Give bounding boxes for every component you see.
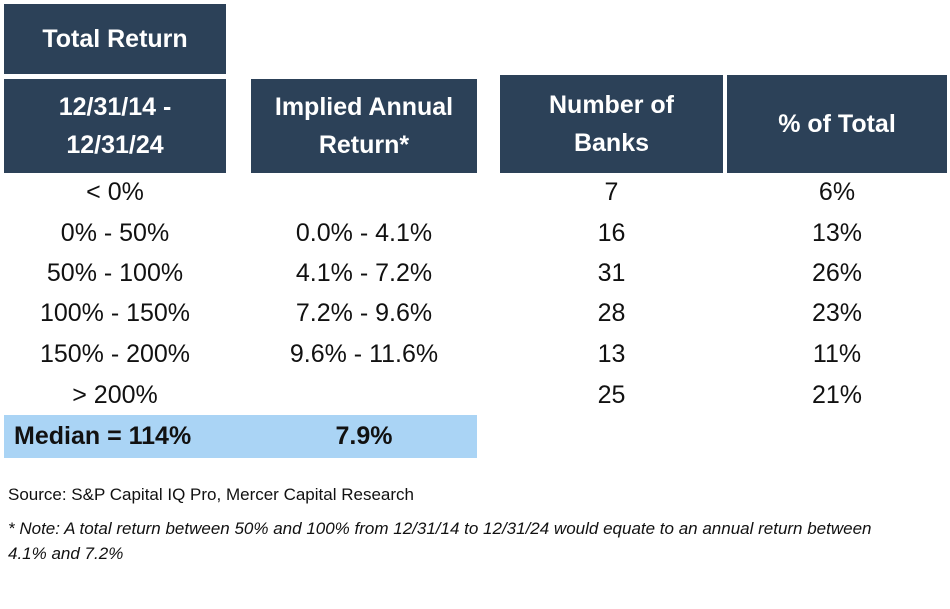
table-title-header: Total Return xyxy=(4,4,226,74)
column-header-implied-annual-return: Implied Annual Return* xyxy=(251,79,477,173)
median-annual-return: 7.9% xyxy=(335,422,393,450)
median-row-highlight xyxy=(4,415,477,458)
return-range-cell: > 200% xyxy=(72,381,158,409)
table-row: < 0% 7 6% xyxy=(0,172,950,212)
percent-of-total-cell: 13% xyxy=(811,219,863,247)
source-note: Source: S&P Capital IQ Pro, Mercer Capit… xyxy=(8,485,414,504)
implied-annual-return-cell: 7.2% - 9.6% xyxy=(295,299,433,327)
table-row: 50% - 100% 4.1% - 7.2% 31 26% xyxy=(0,253,950,293)
number-of-banks-cell: 7 xyxy=(604,178,619,206)
implied-annual-return-cell: 0.0% - 4.1% xyxy=(295,219,433,247)
return-range-cell: 150% - 200% xyxy=(39,340,191,368)
return-range-cell: < 0% xyxy=(86,178,144,206)
implied-annual-return-cell xyxy=(251,172,477,212)
column-header-period: 12/31/14 - 12/31/24 xyxy=(4,79,226,173)
percent-of-total-cell: 6% xyxy=(818,178,856,206)
column-header-number-of-banks: Number of Banks xyxy=(500,75,723,173)
implied-annual-return-cell: 9.6% - 11.6% xyxy=(289,340,439,368)
footnote: * Note: A total return between 50% and 1… xyxy=(8,519,872,563)
number-of-banks-cell: 31 xyxy=(597,259,626,287)
number-of-banks-cell: 13 xyxy=(597,340,626,368)
column-header-percent-of-total: % of Total xyxy=(727,75,947,173)
percent-of-total-cell: 23% xyxy=(811,299,863,327)
return-range-cell: 100% - 150% xyxy=(39,299,191,327)
number-of-banks-cell: 16 xyxy=(597,219,626,247)
table-row: 100% - 150% 7.2% - 9.6% 28 23% xyxy=(0,293,950,333)
number-of-banks-cell: 25 xyxy=(597,381,626,409)
table-row: 150% - 200% 9.6% - 11.6% 13 11% xyxy=(0,334,950,374)
median-label: Median = 114% xyxy=(14,422,192,450)
return-range-cell: 0% - 50% xyxy=(60,219,170,247)
return-range-cell: 50% - 100% xyxy=(46,259,184,287)
table-row: > 200% 25 21% xyxy=(0,375,950,415)
implied-annual-return-cell xyxy=(251,375,477,415)
percent-of-total-cell: 11% xyxy=(812,340,862,368)
percent-of-total-cell: 21% xyxy=(811,381,863,409)
number-of-banks-cell: 28 xyxy=(597,299,626,327)
implied-annual-return-cell: 4.1% - 7.2% xyxy=(295,259,433,287)
table-row: 0% - 50% 0.0% - 4.1% 16 13% xyxy=(0,213,950,253)
percent-of-total-cell: 26% xyxy=(811,259,863,287)
